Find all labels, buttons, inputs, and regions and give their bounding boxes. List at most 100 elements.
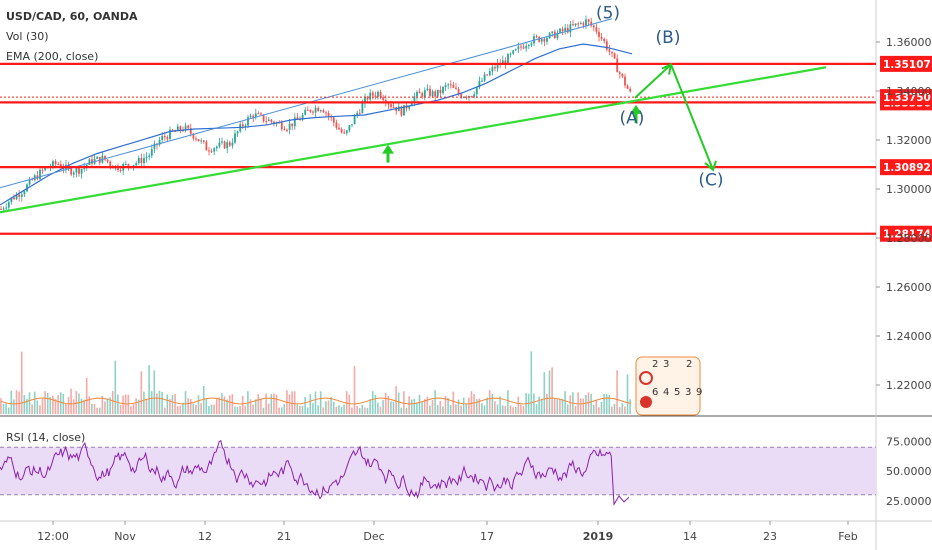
wave-labels: (5) (A) (B) (C): [596, 4, 724, 191]
volume-bar: [223, 396, 226, 414]
price-candle-body: [566, 27, 569, 33]
volume-bar: [540, 398, 543, 414]
price-candle-body: [343, 132, 346, 134]
price-candle-body: [137, 157, 140, 164]
volume-bar: [444, 395, 447, 414]
rsi-indicator-label[interactable]: RSI (14, close): [6, 431, 86, 444]
volume-bar: [553, 398, 556, 414]
volume-bar: [41, 398, 44, 414]
volume-bar: [93, 404, 96, 414]
volume-bar: [353, 366, 356, 414]
price-candle-body: [78, 167, 80, 174]
price-candle-body: [605, 41, 608, 50]
price-candle-body: [574, 23, 577, 26]
stats-digit: 3: [685, 387, 691, 398]
price-candle-body: [377, 91, 379, 97]
price-candle-body: [319, 110, 322, 112]
price-candle-body: [221, 141, 223, 143]
price-candle-body: [421, 93, 424, 97]
volume-bar: [509, 405, 512, 414]
volume-bar: [153, 370, 156, 414]
volume-bar: [600, 401, 603, 414]
price-candle-body: [176, 126, 179, 132]
price-candle-body: [213, 148, 216, 152]
volume-bar: [374, 394, 377, 414]
price-candle-body: [504, 60, 507, 64]
price-candle-body: [88, 159, 91, 165]
price-candle-body: [618, 72, 621, 74]
price-candle-body: [592, 25, 595, 28]
price-candle-body: [431, 91, 434, 97]
volume-bar: [369, 399, 371, 414]
price-candle-body: [312, 111, 314, 113]
time-tick-label: Feb: [838, 530, 857, 543]
volume-bar: [595, 399, 598, 414]
price-candle-body: [613, 53, 616, 59]
price-candle-body: [410, 103, 413, 107]
volume-bar: [197, 395, 200, 414]
price-candle-body: [293, 117, 296, 127]
volume-indicator-label[interactable]: Vol (30): [6, 30, 49, 43]
price-candle-body: [400, 106, 403, 116]
volume-bar: [65, 403, 67, 414]
time-tick-label: Nov: [114, 530, 136, 543]
price-candle-body: [252, 115, 255, 118]
price-candle-body: [265, 121, 268, 123]
price-candle-body: [267, 119, 270, 122]
volume-bar: [234, 406, 236, 414]
volume-bar: [301, 406, 304, 414]
volume-bar: [171, 395, 174, 414]
price-candle-body: [572, 24, 574, 26]
volume-bar: [335, 406, 338, 414]
price-candle-body: [161, 135, 164, 141]
volume-bar: [189, 398, 192, 414]
level-price-label: 1.28174: [883, 229, 931, 241]
volume-bar: [140, 371, 143, 414]
volume-bar: [80, 398, 83, 414]
price-candle-body: [364, 97, 366, 104]
price-candle-body: [579, 22, 582, 24]
volume-bar: [309, 394, 312, 414]
time-tick-label: 14: [683, 530, 697, 543]
volume-bar: [10, 390, 13, 414]
volume-bar: [96, 407, 98, 414]
volume-bar: [530, 351, 533, 414]
price-candle-body: [361, 103, 364, 114]
volume-bar: [62, 393, 65, 414]
price-candle-body: [481, 80, 483, 82]
price-candle-body: [260, 113, 262, 115]
price-candle-body: [408, 106, 411, 109]
volume-bar: [616, 370, 618, 414]
price-candle-body: [325, 112, 327, 114]
price-candle-body: [390, 104, 392, 107]
price-candle-body: [351, 124, 353, 126]
price-candle-body: [595, 27, 598, 32]
volume-bar: [390, 401, 392, 414]
rsi-pane: [0, 439, 876, 506]
price-candle-body: [18, 194, 21, 197]
price-candle-body: [374, 95, 377, 97]
volume-bar: [5, 403, 7, 414]
volume-bar: [278, 407, 280, 414]
price-candle-body: [174, 131, 177, 133]
volume-bar: [468, 397, 470, 414]
volume-bar: [70, 388, 72, 414]
price-candle-body: [525, 45, 528, 49]
volume-bar: [364, 407, 366, 414]
volume-bar: [486, 397, 488, 414]
price-candle-body: [163, 135, 166, 138]
price-tick-label: 1.24000: [886, 330, 932, 343]
trend-drawings[interactable]: [0, 62, 827, 214]
price-candle-body: [184, 125, 187, 131]
volume-bar: [598, 407, 600, 414]
volume-bar: [244, 405, 247, 414]
volume-bar: [7, 407, 10, 414]
price-candle-body: [223, 141, 226, 149]
price-candle-body: [475, 87, 478, 95]
volume-bar: [260, 399, 262, 414]
price-candle-body: [228, 142, 231, 146]
volume-bar: [182, 403, 184, 414]
ema-indicator-label[interactable]: EMA (200, close): [6, 50, 99, 63]
